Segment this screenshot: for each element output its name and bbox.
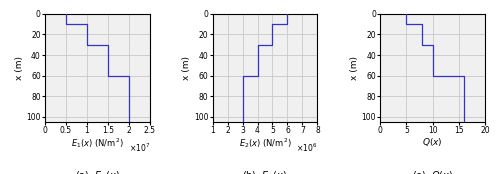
Text: (c)  $Q(x)$: (c) $Q(x)$ xyxy=(412,169,454,174)
Y-axis label: x (m): x (m) xyxy=(182,56,191,80)
X-axis label: $E_1(x)$ (N/m$^2$): $E_1(x)$ (N/m$^2$) xyxy=(71,136,124,150)
Y-axis label: x (m): x (m) xyxy=(350,56,359,80)
X-axis label: $Q(x)$: $Q(x)$ xyxy=(422,136,443,148)
Text: (b)  $E_2(x)$: (b) $E_2(x)$ xyxy=(242,169,288,174)
X-axis label: $E_2(x)$ (N/m$^2$): $E_2(x)$ (N/m$^2$) xyxy=(238,136,292,150)
Text: (a)  $E_1(x)$: (a) $E_1(x)$ xyxy=(75,169,120,174)
Y-axis label: x (m): x (m) xyxy=(14,56,24,80)
Text: $\times 10^7$: $\times 10^7$ xyxy=(128,141,150,154)
Text: $\times 10^6$: $\times 10^6$ xyxy=(296,141,318,154)
